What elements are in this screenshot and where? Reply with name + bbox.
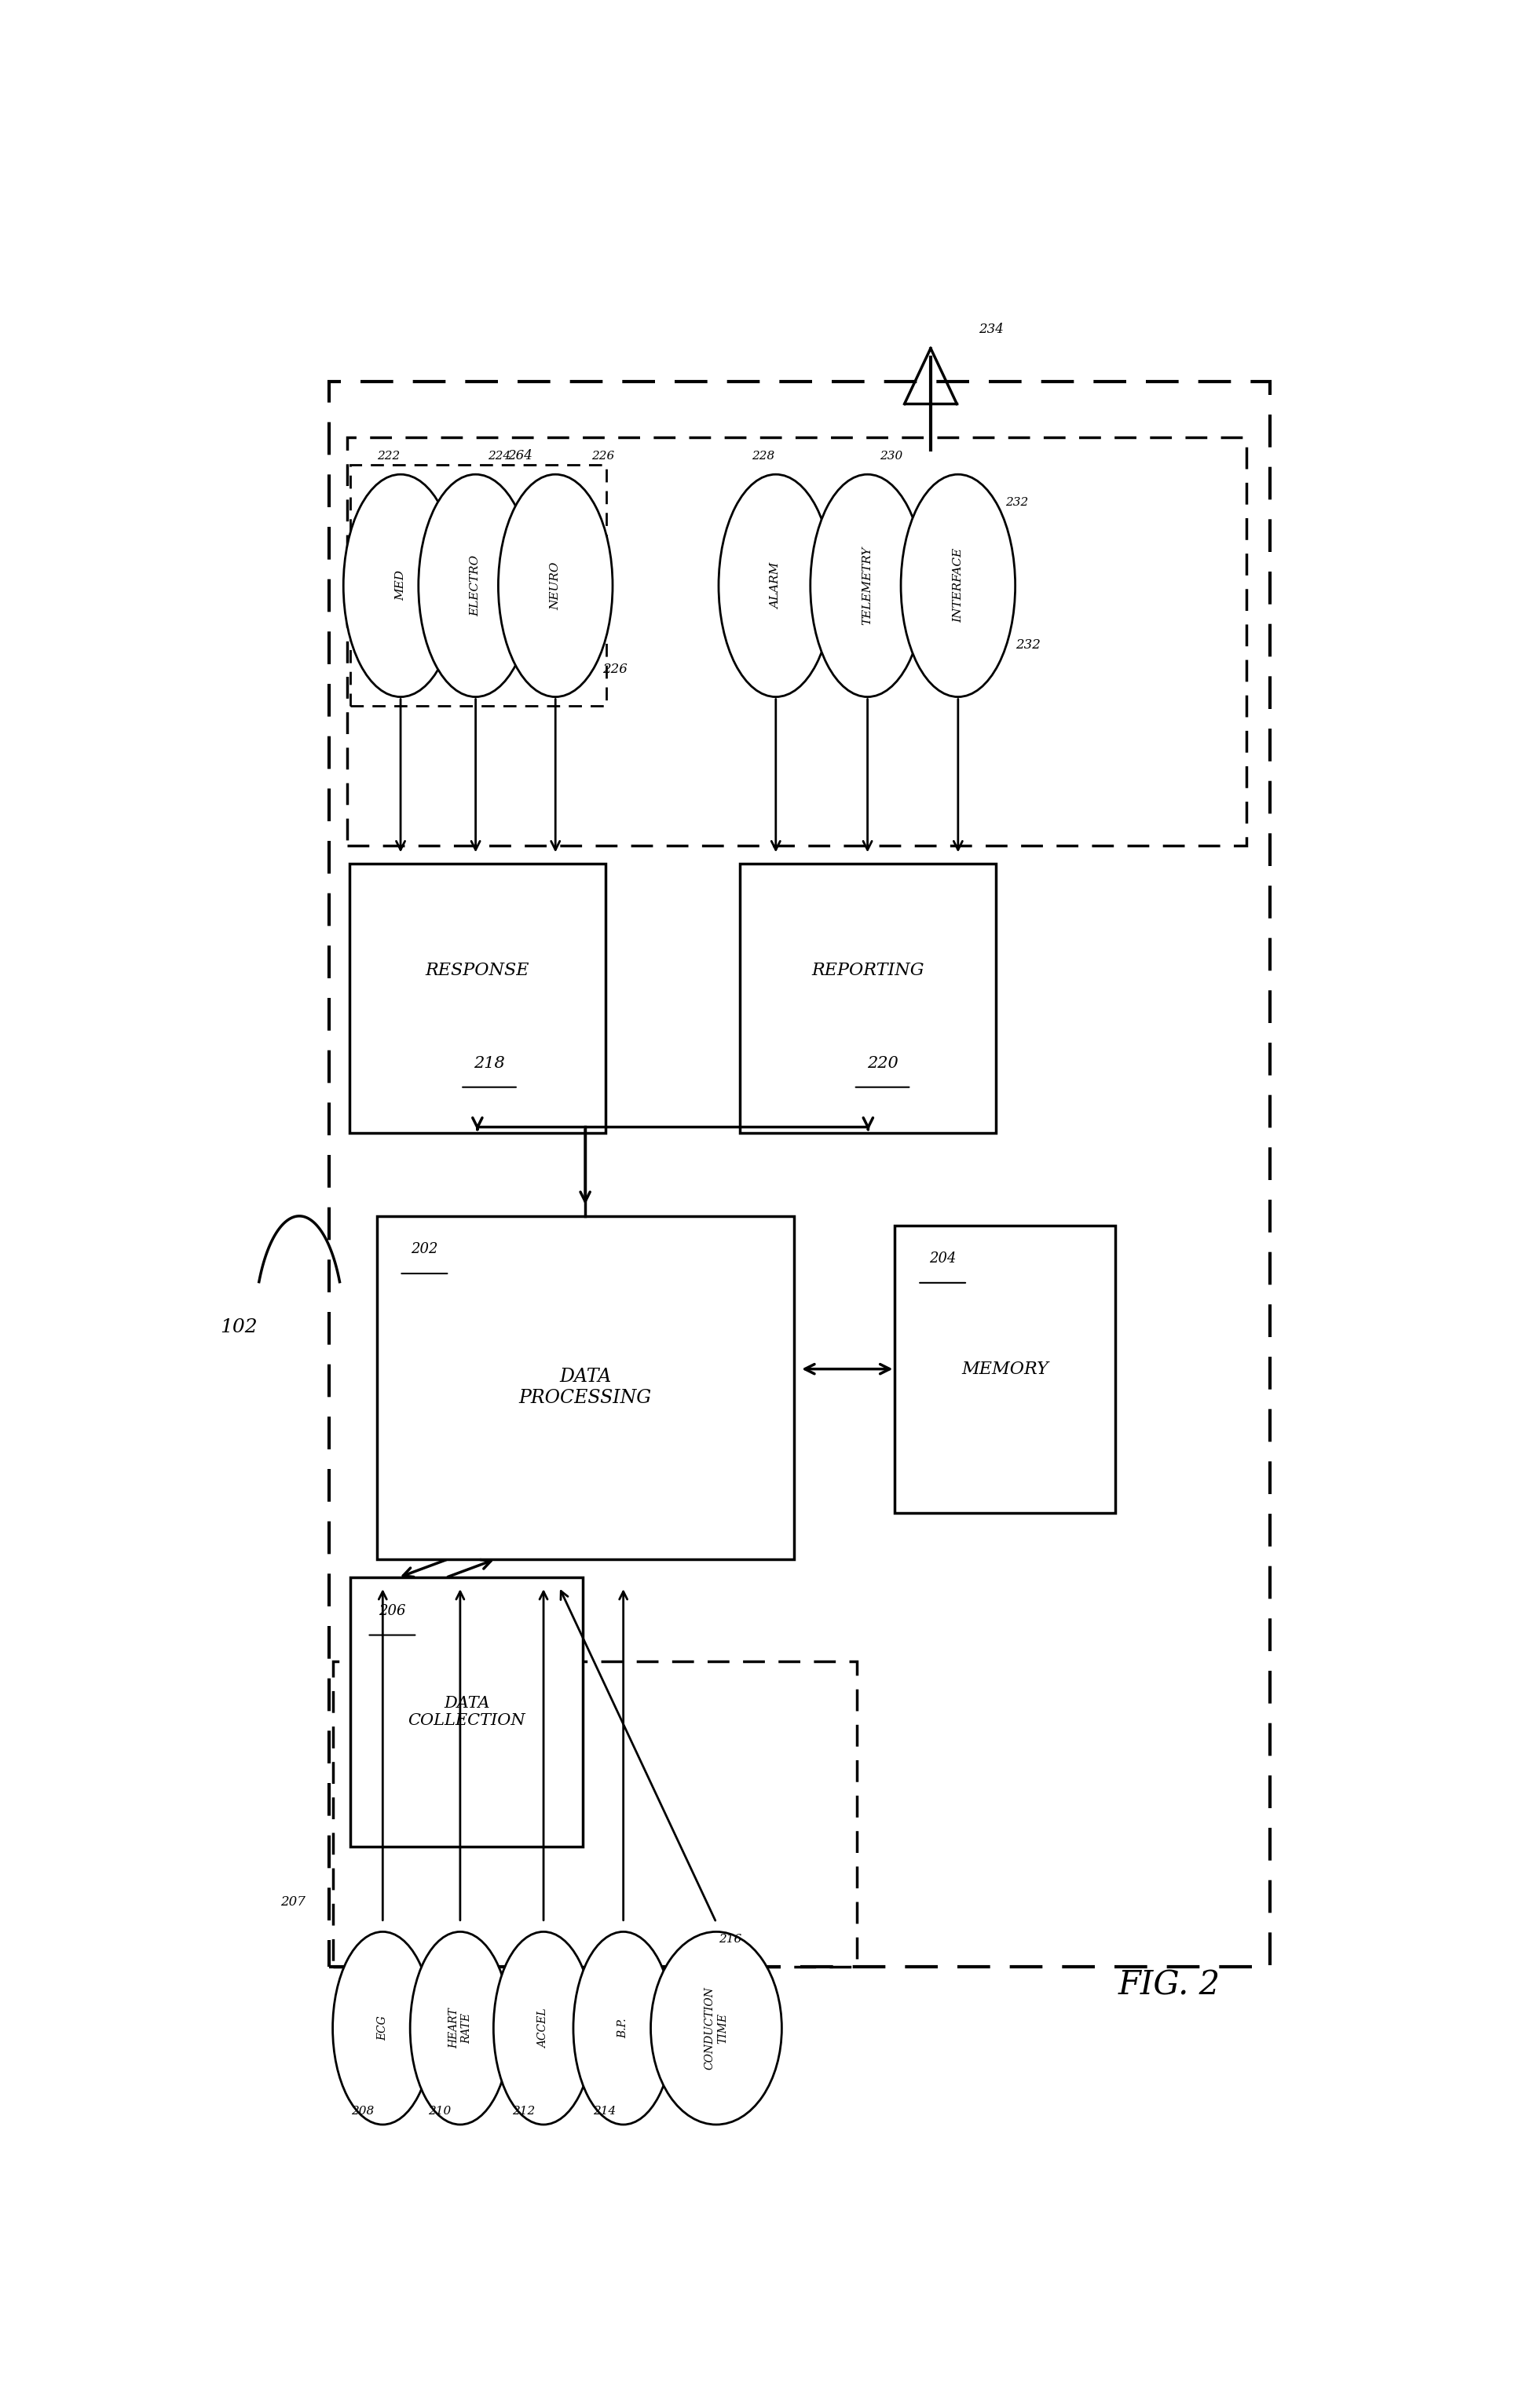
- Text: ACCEL: ACCEL: [538, 2008, 549, 2049]
- Ellipse shape: [573, 1931, 673, 2124]
- Text: MED: MED: [395, 571, 406, 602]
- Text: ALARM: ALARM: [770, 563, 781, 609]
- Text: CONDUCTION
TIME: CONDUCTION TIME: [704, 1987, 729, 2071]
- Text: 204: 204: [928, 1252, 956, 1267]
- Text: 207: 207: [280, 1895, 306, 1910]
- Ellipse shape: [343, 474, 458, 696]
- Text: RESPONSE: RESPONSE: [426, 961, 529, 980]
- Text: 226: 226: [603, 662, 627, 677]
- Text: 222: 222: [377, 450, 400, 462]
- Ellipse shape: [650, 1931, 782, 2124]
- Text: 234: 234: [979, 323, 1004, 337]
- Bar: [895, 1226, 1116, 1512]
- Bar: [349, 864, 606, 1132]
- Text: NEURO: NEURO: [550, 561, 561, 609]
- Text: 220: 220: [867, 1055, 898, 1072]
- Text: 208: 208: [350, 2107, 373, 2117]
- Text: FIG. 2: FIG. 2: [1117, 1970, 1220, 2001]
- Ellipse shape: [719, 474, 833, 696]
- Bar: [350, 1577, 583, 1847]
- Text: 226: 226: [592, 450, 615, 462]
- Ellipse shape: [418, 474, 533, 696]
- Text: DATA
COLLECTION: DATA COLLECTION: [407, 1695, 526, 1729]
- Ellipse shape: [901, 474, 1016, 696]
- Ellipse shape: [498, 474, 613, 696]
- Bar: [332, 1662, 856, 1967]
- Bar: [347, 438, 1247, 845]
- Text: 264: 264: [507, 450, 532, 462]
- Text: 206: 206: [378, 1604, 406, 1618]
- Ellipse shape: [410, 1931, 510, 2124]
- Text: DATA
PROCESSING: DATA PROCESSING: [520, 1368, 652, 1406]
- Bar: [350, 465, 607, 706]
- Text: 214: 214: [593, 2107, 616, 2117]
- Text: HEART
RATE: HEART RATE: [449, 2008, 472, 2049]
- Ellipse shape: [332, 1931, 433, 2124]
- Text: 210: 210: [429, 2107, 452, 2117]
- Text: INTERFACE: INTERFACE: [953, 549, 964, 624]
- Text: REPORTING: REPORTING: [812, 961, 924, 980]
- Bar: [377, 1216, 793, 1558]
- Ellipse shape: [810, 474, 925, 696]
- Text: MEMORY: MEMORY: [962, 1361, 1048, 1377]
- Text: 232: 232: [1005, 496, 1028, 508]
- Text: ELECTRO: ELECTRO: [470, 554, 481, 616]
- Text: 216: 216: [719, 1934, 742, 1946]
- Text: 218: 218: [473, 1055, 506, 1072]
- Bar: [329, 380, 1270, 1967]
- Text: ECG: ECG: [377, 2015, 389, 2040]
- Text: 202: 202: [410, 1243, 438, 1257]
- Text: B.P.: B.P.: [618, 2018, 629, 2037]
- Text: 230: 230: [879, 450, 902, 462]
- Text: TELEMETRY: TELEMETRY: [862, 547, 873, 626]
- Text: 232: 232: [1016, 638, 1041, 653]
- Bar: [741, 864, 996, 1132]
- Ellipse shape: [493, 1931, 593, 2124]
- Text: 228: 228: [752, 450, 775, 462]
- Text: 102: 102: [220, 1317, 258, 1336]
- Text: 224: 224: [487, 450, 510, 462]
- Text: 212: 212: [512, 2107, 535, 2117]
